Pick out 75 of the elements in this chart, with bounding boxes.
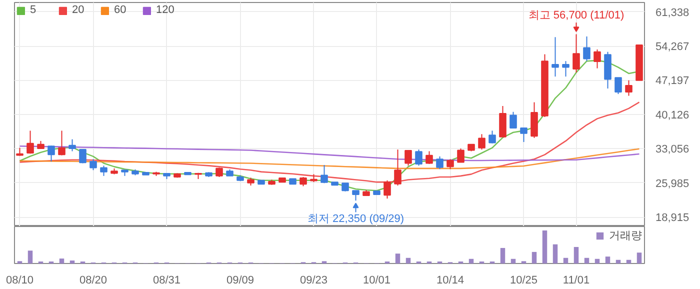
bar bbox=[500, 248, 506, 264]
candlestick bbox=[426, 150, 433, 164]
candlestick bbox=[90, 158, 97, 171]
bar bbox=[574, 246, 579, 264]
y-tick-label: 33,056 bbox=[656, 144, 690, 156]
candlestick bbox=[478, 134, 486, 150]
bar bbox=[28, 250, 33, 264]
bar bbox=[584, 258, 590, 264]
annotation: 최고 56,700 (11/01) bbox=[528, 10, 624, 22]
candlestick bbox=[320, 164, 328, 184]
bar bbox=[552, 244, 558, 264]
candlestick bbox=[488, 130, 496, 144]
bar bbox=[594, 258, 600, 264]
candlestick bbox=[79, 149, 86, 164]
legend-label: 120 bbox=[156, 4, 176, 16]
candlestick bbox=[583, 36, 590, 62]
candlestick bbox=[300, 176, 307, 187]
bar bbox=[70, 260, 75, 264]
candlestick bbox=[510, 111, 517, 128]
bar bbox=[616, 260, 621, 264]
legend-label: 거래량 bbox=[609, 229, 642, 243]
bar bbox=[626, 260, 632, 264]
y-tick-label: 54,267 bbox=[656, 41, 690, 54]
bar bbox=[636, 252, 642, 264]
candlestick bbox=[216, 167, 223, 178]
bar bbox=[605, 256, 610, 264]
candlestick bbox=[457, 148, 464, 163]
candlestick bbox=[625, 80, 632, 96]
candlestick bbox=[530, 102, 538, 138]
legend-label: 20 bbox=[72, 4, 86, 16]
bar bbox=[59, 258, 64, 264]
y-tick-label: 25,985 bbox=[656, 178, 690, 190]
candlestick bbox=[436, 156, 444, 170]
x-tick-label: 08/10 bbox=[6, 274, 34, 286]
candlestick bbox=[499, 106, 506, 138]
candlestick bbox=[594, 48, 601, 69]
candlestick bbox=[100, 165, 108, 176]
annotation: 최저 22,350 (09/29) bbox=[307, 213, 404, 226]
bar bbox=[406, 258, 411, 264]
x-tick-label: 10/25 bbox=[510, 274, 538, 286]
candlestick bbox=[415, 149, 422, 166]
bar bbox=[510, 258, 516, 264]
y-tick-label: 47,197 bbox=[656, 75, 690, 88]
candlestick bbox=[352, 190, 360, 202]
legend-label: 5 bbox=[30, 4, 38, 16]
x-tick-label: 08/31 bbox=[152, 274, 181, 286]
candlestick bbox=[58, 130, 66, 156]
legend-label: 60 bbox=[114, 4, 128, 16]
candlestick bbox=[48, 145, 55, 162]
x-tick-label: 09/23 bbox=[300, 274, 328, 286]
bar bbox=[532, 252, 537, 264]
bar bbox=[563, 258, 568, 264]
candlestick bbox=[552, 36, 559, 78]
bar bbox=[468, 258, 474, 264]
candlestick bbox=[394, 149, 402, 186]
x-tick-label: 09/09 bbox=[226, 274, 254, 286]
candlestick bbox=[384, 180, 391, 200]
candlestick bbox=[404, 150, 412, 166]
x-tick-label: 10/01 bbox=[362, 274, 391, 286]
candlestick bbox=[520, 127, 528, 142]
candlestick bbox=[446, 158, 454, 170]
x-tick-label: 11/01 bbox=[562, 274, 590, 286]
y-tick-label: 18,915 bbox=[656, 212, 690, 224]
x-tick-label: 10/14 bbox=[436, 274, 464, 286]
candlestick bbox=[26, 130, 34, 154]
y-tick-label: 40,126 bbox=[656, 109, 690, 122]
line-series bbox=[19, 148, 640, 170]
x-tick-label: 08/20 bbox=[79, 274, 108, 286]
bar bbox=[395, 254, 400, 264]
candlestick bbox=[614, 77, 622, 95]
candlestick bbox=[68, 138, 76, 152]
candlestick bbox=[562, 60, 570, 78]
y-tick-label: 61,338 bbox=[656, 6, 690, 19]
bar bbox=[542, 230, 548, 264]
candlestick bbox=[572, 34, 580, 73]
